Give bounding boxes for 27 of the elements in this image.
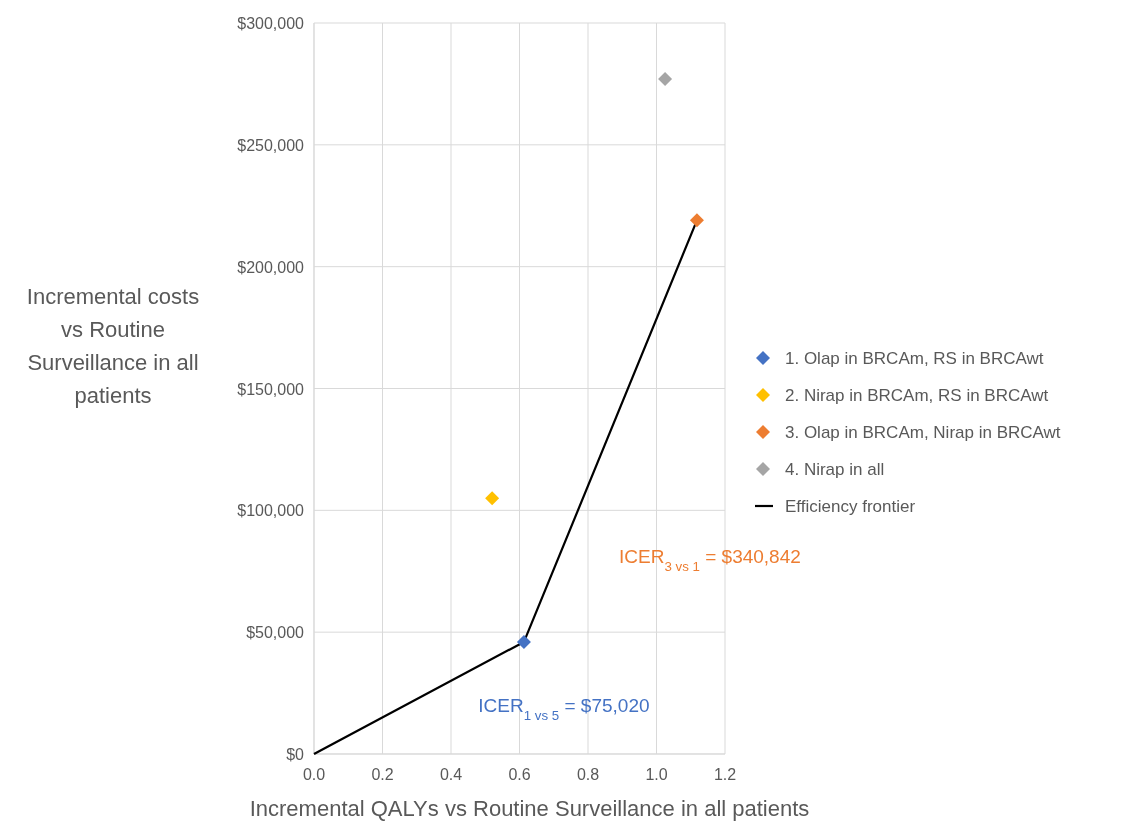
- x-axis-title: Incremental QALYs vs Routine Surveillance in all patients: [249, 796, 810, 821]
- x-tick-label: 0.4: [439, 766, 463, 783]
- point: [689, 213, 704, 228]
- y-tick-label: $200,000: [237, 258, 305, 276]
- x-tick-label: 0.0: [302, 766, 326, 783]
- y-tick-label: $250,000: [237, 136, 305, 154]
- y-tick-label: $50,000: [246, 624, 305, 642]
- y-tick-label: $300,000: [237, 15, 305, 32]
- point: [516, 634, 531, 649]
- legend-label: 4. Nirap in all: [785, 460, 885, 479]
- annotation: ICER$_{3 vs 1}$ = $340,842: [619, 546, 801, 574]
- x-tick-label: 0.2: [371, 766, 394, 783]
- y-axis-title: Incremental costs vs Routine Surveillance in all patients: [26, 284, 200, 408]
- point: [485, 491, 500, 506]
- x-tick-label: 0.6: [508, 766, 531, 783]
- annotation: ICER$_{1 vs 5}$ = $75,020: [478, 694, 650, 723]
- legend-label: 2. Nirap in BRCAm, RS in BRCAwt: [785, 386, 1049, 405]
- y-tick-label: $100,000: [237, 502, 305, 520]
- y-tick-label: $0: [286, 746, 305, 763]
- point: [658, 72, 673, 87]
- x-tick-label: 1.2: [713, 766, 737, 783]
- y-tick-label: $150,000: [237, 380, 305, 398]
- x-tick-label: 0.8: [576, 766, 600, 783]
- x-tick-label: 1.0: [645, 766, 668, 783]
- legend-label: 3. Olap in BRCAm, Nirap in BRCAwt: [785, 423, 1061, 442]
- legend-label: Efficiency frontier: [785, 497, 916, 516]
- legend-label: 1. Olap in BRCAm, RS in BRCAwt: [785, 349, 1044, 368]
